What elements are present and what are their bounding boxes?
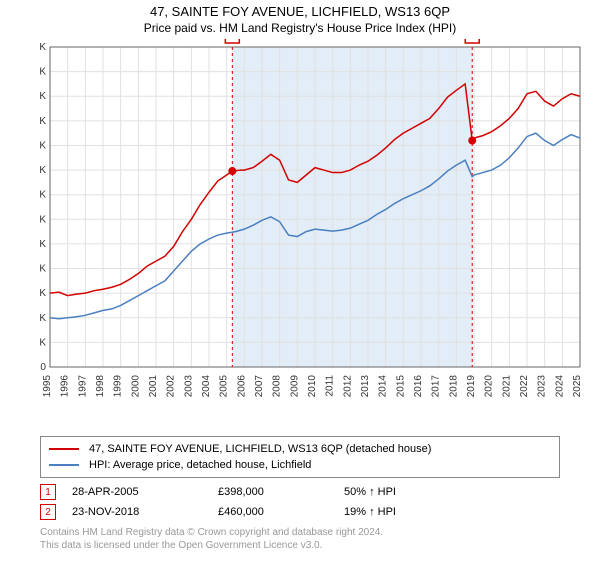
svg-text:£100K: £100K	[40, 313, 46, 324]
svg-text:£500K: £500K	[40, 116, 46, 127]
legend: 47, SAINTE FOY AVENUE, LICHFIELD, WS13 6…	[40, 436, 560, 478]
svg-text:2013: 2013	[360, 375, 371, 398]
sale-index-box: 2	[40, 504, 56, 520]
svg-text:1997: 1997	[77, 375, 88, 398]
svg-text:2009: 2009	[289, 375, 300, 398]
svg-text:£550K: £550K	[40, 91, 46, 102]
sale-diff: 50% ↑ HPI	[344, 486, 464, 498]
svg-text:2021: 2021	[501, 375, 512, 398]
svg-text:£650K: £650K	[40, 42, 46, 53]
svg-text:2014: 2014	[378, 375, 389, 398]
legend-item: HPI: Average price, detached house, Lich…	[49, 457, 551, 473]
svg-text:2001: 2001	[148, 375, 159, 398]
sale-diff: 19% ↑ HPI	[344, 506, 464, 518]
svg-text:£250K: £250K	[40, 239, 46, 250]
legend-label: 47, SAINTE FOY AVENUE, LICHFIELD, WS13 6…	[89, 443, 431, 455]
svg-text:£50K: £50K	[40, 337, 46, 348]
svg-text:1: 1	[230, 39, 236, 42]
sale-row: 2 23-NOV-2018 £460,000 19% ↑ HPI	[40, 502, 560, 522]
svg-text:1995: 1995	[42, 375, 53, 398]
svg-text:2000: 2000	[130, 375, 141, 398]
attribution-line2: This data is licensed under the Open Gov…	[40, 539, 560, 552]
svg-text:2006: 2006	[236, 375, 247, 398]
sale-index-box: 1	[40, 484, 56, 500]
line-chart-svg: £0 £50K £100K £150K £200K £250K £300K £350K £400…	[40, 39, 600, 409]
svg-text:2015: 2015	[395, 375, 406, 398]
svg-text:2017: 2017	[431, 375, 442, 398]
svg-text:£200K: £200K	[40, 264, 46, 275]
svg-text:2024: 2024	[554, 375, 565, 398]
svg-text:2018: 2018	[448, 375, 459, 398]
svg-text:1996: 1996	[60, 375, 71, 398]
svg-text:2023: 2023	[537, 375, 548, 398]
svg-text:£0: £0	[40, 362, 46, 373]
sales-table: 1 28-APR-2005 £398,000 50% ↑ HPI 2 23-NOV-201…	[40, 482, 560, 522]
svg-text:1999: 1999	[113, 375, 124, 398]
svg-text:£300K: £300K	[40, 214, 46, 225]
legend-label: HPI: Average price, detached house, Lich…	[89, 459, 311, 471]
svg-text:£600K: £600K	[40, 67, 46, 78]
svg-text:2019: 2019	[466, 375, 477, 398]
svg-text:2016: 2016	[413, 375, 424, 398]
chart-title: 47, SAINTE FOY AVENUE, LICHFIELD, WS13 6…	[0, 4, 600, 19]
legend-box: 47, SAINTE FOY AVENUE, LICHFIELD, WS13 6…	[40, 436, 560, 478]
svg-text:£350K: £350K	[40, 190, 46, 201]
svg-text:2: 2	[469, 39, 475, 42]
sale-price: £398,000	[218, 486, 338, 498]
svg-text:2011: 2011	[325, 375, 336, 397]
sale-date: 28-APR-2005	[72, 486, 212, 498]
attribution: Contains HM Land Registry data © Crown c…	[40, 526, 560, 552]
legend-swatch	[49, 464, 79, 466]
sale-row: 1 28-APR-2005 £398,000 50% ↑ HPI	[40, 482, 560, 502]
chart-area: £0 £50K £100K £150K £200K £250K £300K £350K £400…	[40, 39, 600, 409]
svg-text:2003: 2003	[183, 375, 194, 398]
sale-price: £460,000	[218, 506, 338, 518]
svg-text:£400K: £400K	[40, 165, 46, 176]
svg-text:2010: 2010	[307, 375, 318, 398]
svg-text:2002: 2002	[166, 375, 177, 398]
legend-swatch	[49, 448, 79, 450]
svg-text:1998: 1998	[95, 375, 106, 398]
svg-text:2004: 2004	[201, 375, 212, 398]
svg-text:2012: 2012	[342, 375, 353, 398]
legend-item: 47, SAINTE FOY AVENUE, LICHFIELD, WS13 6…	[49, 441, 551, 457]
svg-text:2008: 2008	[272, 375, 283, 398]
chart-subtitle: Price paid vs. HM Land Registry's House …	[0, 21, 600, 35]
svg-text:£450K: £450K	[40, 140, 46, 151]
svg-text:2005: 2005	[219, 375, 230, 398]
svg-text:2022: 2022	[519, 375, 530, 398]
sale-date: 23-NOV-2018	[72, 506, 212, 518]
svg-text:2020: 2020	[484, 375, 495, 398]
svg-text:2025: 2025	[572, 375, 583, 398]
attribution-line1: Contains HM Land Registry data © Crown c…	[40, 526, 560, 539]
svg-text:£150K: £150K	[40, 288, 46, 299]
svg-text:2007: 2007	[254, 375, 265, 398]
